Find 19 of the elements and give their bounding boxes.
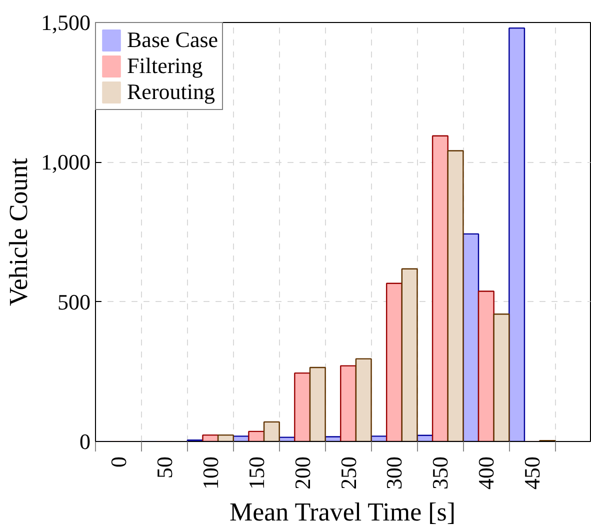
y-tick-label: 1,000 [41,150,90,175]
y-tick-label: 1,500 [41,10,90,35]
y-axis-title: Vehicle Count [4,157,33,306]
x-tick-label: 400 [474,456,499,490]
x-tick-label: 250 [336,456,361,490]
legend-label: Rerouting [127,79,215,105]
x-tick-label: 200 [290,456,315,490]
x-tick-label: 450 [520,456,545,490]
x-tick-label: 300 [382,456,407,490]
y-tick-label: 0 [80,429,90,454]
x-tick-label: 0 [106,456,131,468]
legend-label: Filtering [127,53,203,79]
x-axis-title: Mean Travel Time [s] [229,498,456,526]
x-tick-label: 100 [198,456,223,490]
x-tick-label: 150 [244,456,269,490]
x-tick-label: 50 [152,456,177,478]
y-tick-label: 500 [58,289,90,314]
x-tick-label: 350 [428,456,453,490]
legend-label: Base Case [127,27,218,53]
